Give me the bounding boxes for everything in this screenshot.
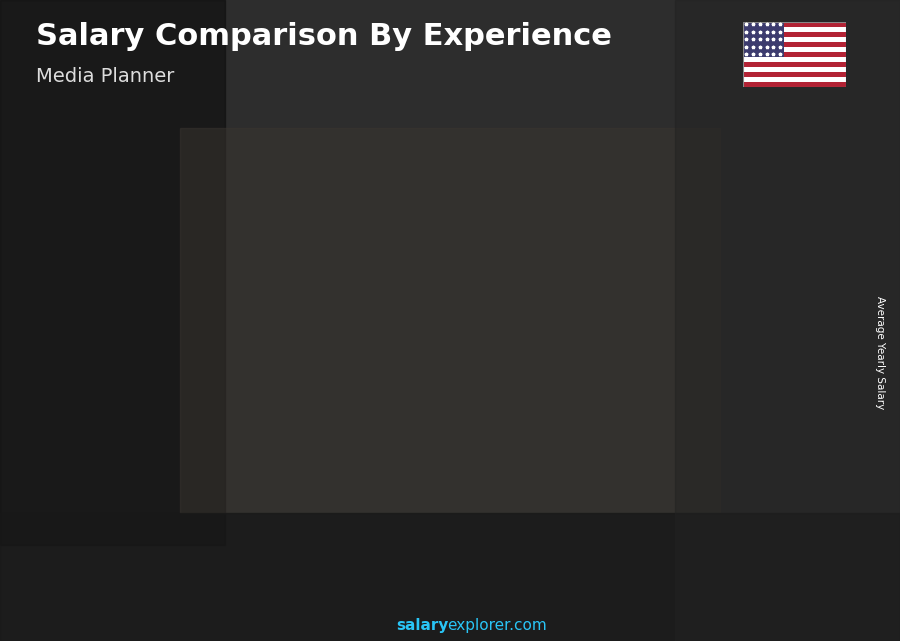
Text: Average Yearly Salary: Average Yearly Salary bbox=[875, 296, 886, 409]
Bar bbox=[742, 77, 846, 81]
Text: Salary Comparison By Experience: Salary Comparison By Experience bbox=[36, 22, 612, 51]
Text: 110,000 USD: 110,000 USD bbox=[703, 163, 786, 176]
Text: salary: salary bbox=[396, 619, 448, 633]
Text: +7%: +7% bbox=[540, 144, 586, 162]
Text: +7%: +7% bbox=[668, 119, 714, 137]
Bar bbox=[456, 230, 522, 577]
Bar bbox=[140, 419, 156, 577]
Bar bbox=[395, 297, 411, 577]
Text: 96,200 USD: 96,200 USD bbox=[452, 213, 526, 226]
Bar bbox=[522, 230, 539, 577]
Text: +24%: +24% bbox=[407, 154, 464, 172]
Bar bbox=[267, 374, 284, 577]
Bar bbox=[584, 206, 650, 577]
Text: Media Planner: Media Planner bbox=[36, 67, 175, 87]
Text: +29%: +29% bbox=[151, 306, 210, 324]
Text: explorer.com: explorer.com bbox=[447, 619, 547, 633]
Bar bbox=[742, 28, 846, 32]
Bar bbox=[675, 0, 900, 641]
Bar bbox=[742, 32, 846, 37]
Bar bbox=[742, 67, 846, 72]
Bar bbox=[0, 0, 225, 545]
Bar bbox=[328, 297, 395, 577]
Bar bbox=[711, 180, 778, 577]
Bar bbox=[742, 57, 846, 62]
Bar bbox=[742, 62, 846, 67]
Bar bbox=[73, 419, 140, 577]
Bar bbox=[742, 52, 846, 57]
Bar bbox=[650, 206, 667, 577]
Text: 43,800 USD: 43,800 USD bbox=[46, 403, 121, 415]
Text: 56,300 USD: 56,300 USD bbox=[196, 357, 271, 370]
Bar bbox=[778, 180, 795, 577]
Bar bbox=[742, 72, 846, 77]
Bar bbox=[742, 22, 784, 57]
Bar bbox=[742, 81, 846, 87]
Bar bbox=[201, 374, 267, 577]
Bar bbox=[180, 128, 720, 513]
Text: 77,700 USD: 77,700 USD bbox=[324, 280, 399, 293]
Bar bbox=[742, 37, 846, 42]
Bar bbox=[742, 47, 846, 52]
Text: 103,000 USD: 103,000 USD bbox=[576, 189, 658, 202]
Bar bbox=[742, 22, 846, 28]
Bar bbox=[0, 513, 900, 641]
Bar bbox=[742, 42, 846, 47]
Text: +38%: +38% bbox=[279, 217, 338, 235]
